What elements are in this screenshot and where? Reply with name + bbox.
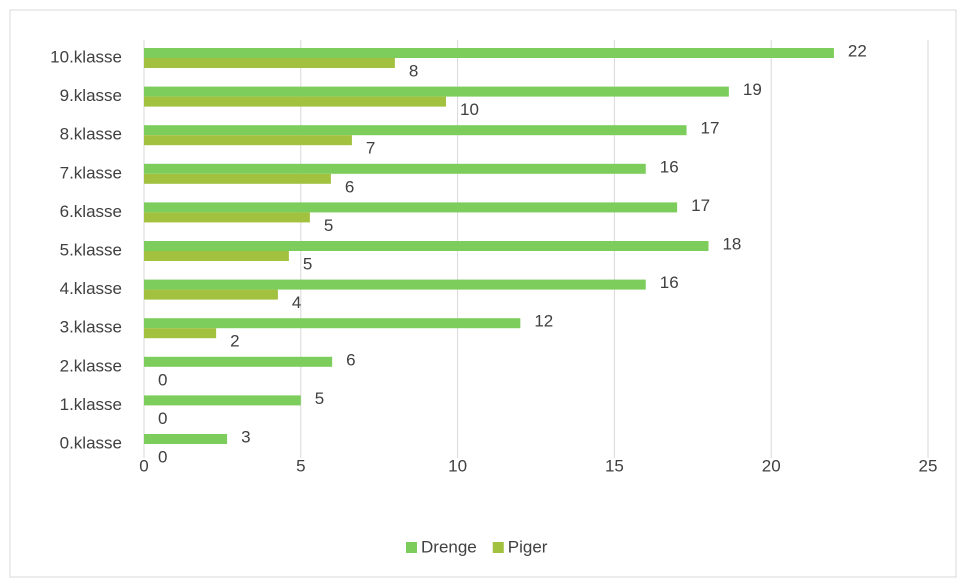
data-label: 16 [660,157,679,176]
y-tick-label: 5.klasse [60,240,122,259]
x-tick-label: 0 [139,456,148,475]
x-tick-label: 15 [605,456,624,475]
data-label: 5 [324,216,333,235]
legend-swatch [492,542,504,553]
y-tick-label: 1.klasse [60,395,122,414]
data-label: 3 [241,427,250,446]
data-label: 0 [158,409,167,428]
bar [144,318,521,329]
legend-label: Drenge [421,537,477,556]
bar [144,251,289,261]
data-label: 10 [460,100,479,119]
data-label: 0 [158,370,167,389]
bar [144,163,646,174]
bar [144,241,709,251]
bar [144,48,834,58]
data-label: 19 [743,80,762,99]
data-label: 6 [346,350,355,369]
bar [144,356,333,367]
y-tick-label: 6.klasse [60,202,122,221]
bar [144,279,646,290]
x-tick-label: 25 [919,456,938,475]
legend-swatch [406,542,417,553]
data-label: 5 [315,389,324,408]
bar [144,96,446,107]
y-tick-label: 7.klasse [60,163,122,182]
data-label: 16 [660,273,679,292]
x-tick-label: 10 [448,456,467,475]
bar [144,434,228,444]
bar [144,58,395,68]
bar [144,328,217,339]
y-tick-label: 8.klasse [60,125,122,144]
bar [144,135,352,146]
data-label: 4 [292,293,301,312]
y-tick-label: 3.klasse [60,318,122,337]
data-label: 0 [158,447,167,466]
bar [144,86,729,97]
data-label: 6 [345,177,354,196]
data-label: 5 [303,254,312,273]
data-label: 17 [691,196,710,215]
y-tick-label: 0.klasse [60,433,122,452]
x-tick-label: 5 [296,456,305,475]
data-label: 17 [701,119,720,138]
data-label: 18 [722,234,741,253]
legend-label: Piger [508,537,548,556]
y-tick-label: 9.klasse [60,86,122,105]
y-tick-label: 2.klasse [60,356,122,375]
bar [144,125,687,136]
bar [144,289,278,300]
bar [144,173,331,184]
data-label: 2 [230,332,239,351]
bar [144,212,310,223]
x-tick-label: 20 [762,456,781,475]
bar [144,202,678,213]
data-label: 12 [534,312,553,331]
y-tick-label: 10.klasse [50,47,122,66]
data-label: 7 [366,139,375,158]
y-tick-label: 4.klasse [60,279,122,298]
bar [144,395,301,406]
data-label: 8 [409,61,418,80]
data-label: 22 [848,41,867,60]
